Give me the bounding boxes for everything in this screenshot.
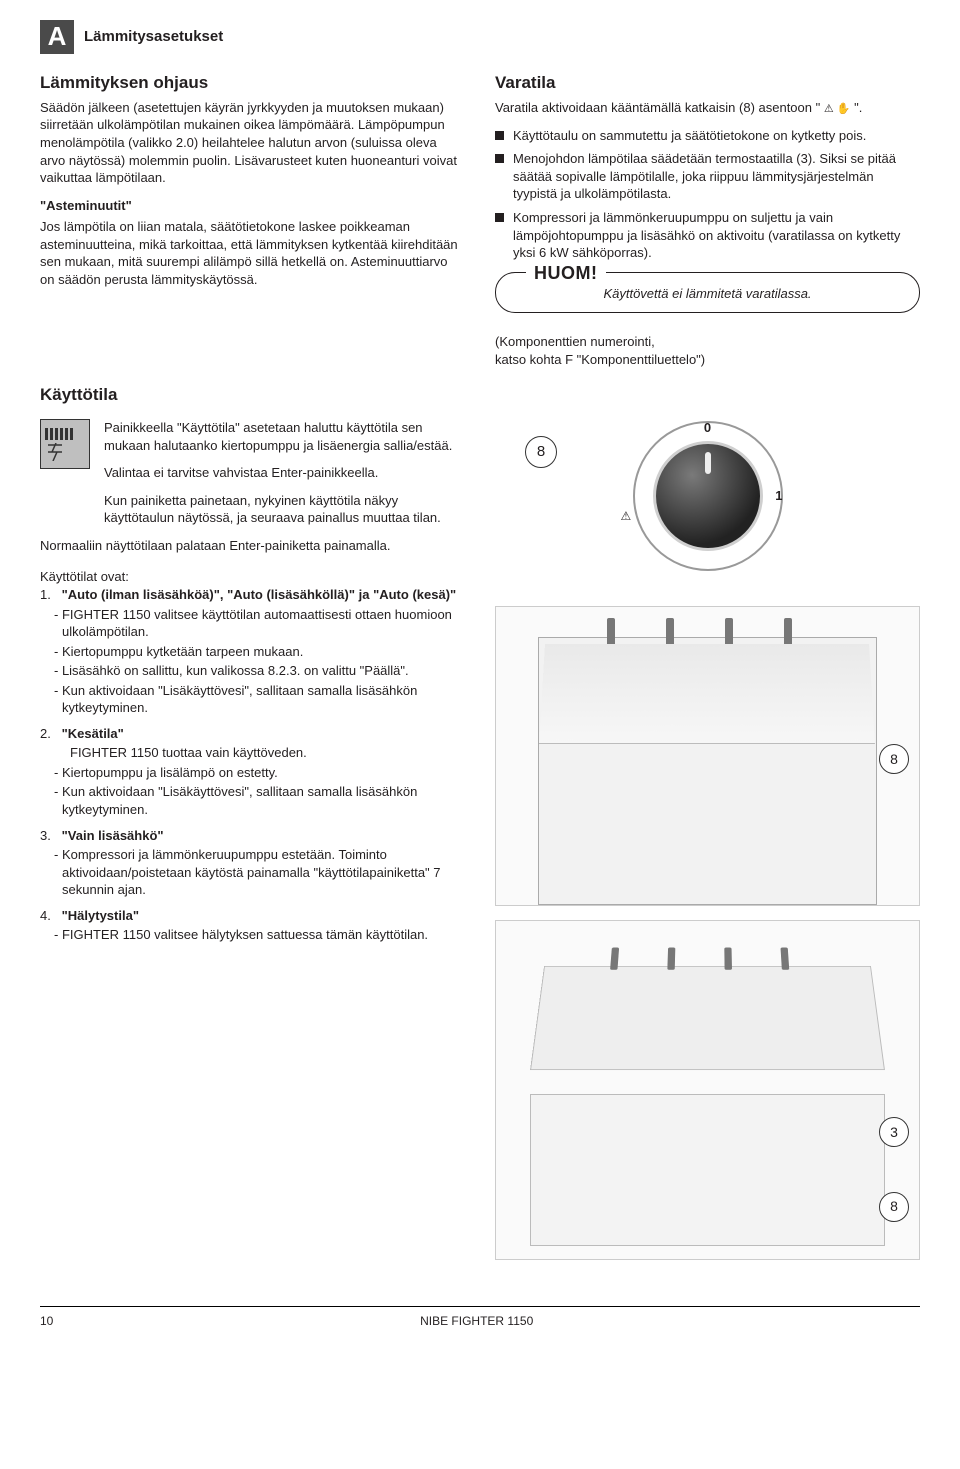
callout-8-unit-lower: 8	[879, 1192, 909, 1222]
unit-closed-diagram: 8	[495, 606, 920, 906]
lower-columns: Käyttötila Painikkeella "Käyttötila" ase…	[40, 378, 920, 1260]
note-text: Käyttövettä ei lämmitetä varatilassa.	[516, 285, 899, 303]
item3-num: 3.	[40, 827, 58, 845]
open-pipes-icon	[610, 947, 789, 969]
open-panel	[530, 966, 885, 1070]
item2-line2: - Kiertopumppu ja lisälämpö on estetty.	[40, 764, 465, 782]
page-footer: 10 NIBE FIGHTER 1150	[40, 1306, 920, 1329]
dial-hazard-icon: ⚠	[621, 508, 632, 524]
component-reference: (Komponenttien numerointi, katso kohta F…	[495, 333, 920, 368]
degree-minutes-text: Jos lämpötila on liian matala, säätötiet…	[40, 218, 465, 288]
page-number: 10	[40, 1313, 53, 1329]
item1-label: "Auto (ilman lisäsähköä)", "Auto (lisäsä…	[62, 587, 457, 602]
unit-open-diagram: 3 8	[495, 920, 920, 1260]
radiator-icon	[45, 428, 75, 440]
emergency-text-b: ".	[850, 100, 862, 115]
diagram-column: 8 0 1 ⚠ 8 3	[495, 396, 920, 1260]
item2-num: 2.	[40, 725, 58, 743]
mode-button-icon	[40, 419, 90, 469]
hazard-hand-icon: ⚠ ✋	[824, 103, 851, 115]
bullet-3: Kompressori ja lämmönkeruupumppu on sulj…	[495, 209, 920, 262]
callout-8-dial: 8	[525, 436, 557, 468]
item1-line3: - Lisäsähkö on sallittu, kun valikossa 8…	[40, 662, 465, 680]
operating-mode-intro: Painikkeella "Käyttötila" asetetaan halu…	[40, 419, 465, 537]
operating-mode-title: Käyttötila	[40, 384, 465, 407]
emergency-bullet-list: Käyttötaulu on sammutettu ja säätötietok…	[495, 127, 920, 262]
note-label: HUOM!	[526, 261, 606, 285]
emergency-text-a: Varatila aktivoidaan kääntämällä katkais…	[495, 100, 824, 115]
item4-num: 4.	[40, 907, 58, 925]
heating-control-text: Säädön jälkeen (asetettujen käyrän jyrkk…	[40, 99, 465, 187]
operating-mode-column: Käyttötila Painikkeella "Käyttötila" ase…	[40, 378, 465, 1260]
mode-item-1: 1. "Auto (ilman lisäsähköä)", "Auto (lis…	[40, 586, 465, 717]
item1-line2: - Kiertopumppu kytketään tarpeen mukaan.	[40, 643, 465, 661]
mode-item-2: 2. "Kesätila" FIGHTER 1150 tuottaa vain …	[40, 725, 465, 819]
degree-minutes-heading: "Asteminuutit"	[40, 197, 465, 215]
dial-zero: 0	[704, 419, 711, 437]
item2-line1: FIGHTER 1150 tuottaa vain käyttöveden.	[40, 744, 465, 762]
open-base	[530, 1094, 885, 1246]
right-column: Varatila Varatila aktivoidaan kääntämäll…	[495, 72, 920, 368]
item3-line1: - Kompressori ja lämmönkeruupumppu estet…	[40, 846, 465, 899]
item2-line3: - Kun aktivoidaan "Lisäkäyttövesi", sall…	[40, 783, 465, 818]
section-heading: Lämmitysasetukset	[84, 27, 223, 47]
unit-panel	[539, 644, 875, 744]
note-box: HUOM! Käyttövettä ei lämmitetä varatilas…	[495, 272, 920, 314]
item4-label: "Hälytystila"	[62, 908, 139, 923]
emergency-mode-intro: Varatila aktivoidaan kääntämällä katkais…	[495, 99, 920, 117]
mode-p3: Kun painiketta painetaan, nykyinen käytt…	[104, 492, 465, 527]
page-header: A Lämmitysasetukset	[40, 20, 920, 54]
product-name: NIBE FIGHTER 1150	[420, 1313, 533, 1329]
bolt-icon	[45, 443, 65, 461]
item2-label: "Kesätila"	[62, 726, 124, 741]
intro-columns: Lämmityksen ohjaus Säädön jälkeen (asete…	[40, 72, 920, 368]
operating-mode-text-block: Painikkeella "Käyttötila" asetetaan halu…	[104, 419, 465, 537]
mode-item-4: 4. "Hälytystila" - FIGHTER 1150 valitsee…	[40, 907, 465, 944]
left-column: Lämmityksen ohjaus Säädön jälkeen (asete…	[40, 72, 465, 368]
item3-label: "Vain lisäsähkö"	[62, 828, 164, 843]
unit-body	[538, 637, 876, 905]
mode-p2: Valintaa ei tarvitse vahvistaa Enter-pai…	[104, 464, 465, 482]
mode-list-intro: Käyttötilat ovat:	[40, 568, 465, 586]
item1-line1: - FIGHTER 1150 valitsee käyttötilan auto…	[40, 606, 465, 641]
dial-one: 1	[775, 487, 782, 505]
dial-knob	[653, 441, 763, 551]
section-badge: A	[40, 20, 74, 54]
callout-8-unit: 8	[879, 744, 909, 774]
mode-p4: Normaaliin näyttötilaan palataan Enter-p…	[40, 537, 465, 555]
component-ref-line2: katso kohta F "Komponenttiluettelo")	[495, 351, 920, 369]
item1-num: 1.	[40, 586, 58, 604]
bullet-1: Käyttötaulu on sammutettu ja säätötietok…	[495, 127, 920, 145]
item4-line1: - FIGHTER 1150 valitsee hälytyksen sattu…	[40, 926, 465, 944]
item1-line4: - Kun aktivoidaan "Lisäkäyttövesi", sall…	[40, 682, 465, 717]
bullet-2: Menojohdon lämpötilaa säädetään termosta…	[495, 150, 920, 203]
dial-ring: 0 1 ⚠	[633, 421, 783, 571]
heating-control-title: Lämmityksen ohjaus	[40, 72, 465, 95]
dial-diagram: 8 0 1 ⚠	[495, 406, 920, 586]
callout-3-unit: 3	[879, 1117, 909, 1147]
emergency-mode-title: Varatila	[495, 72, 920, 95]
mode-p1: Painikkeella "Käyttötila" asetetaan halu…	[104, 419, 465, 454]
component-ref-line1: (Komponenttien numerointi,	[495, 333, 920, 351]
mode-item-3: 3. "Vain lisäsähkö" - Kompressori ja läm…	[40, 827, 465, 899]
